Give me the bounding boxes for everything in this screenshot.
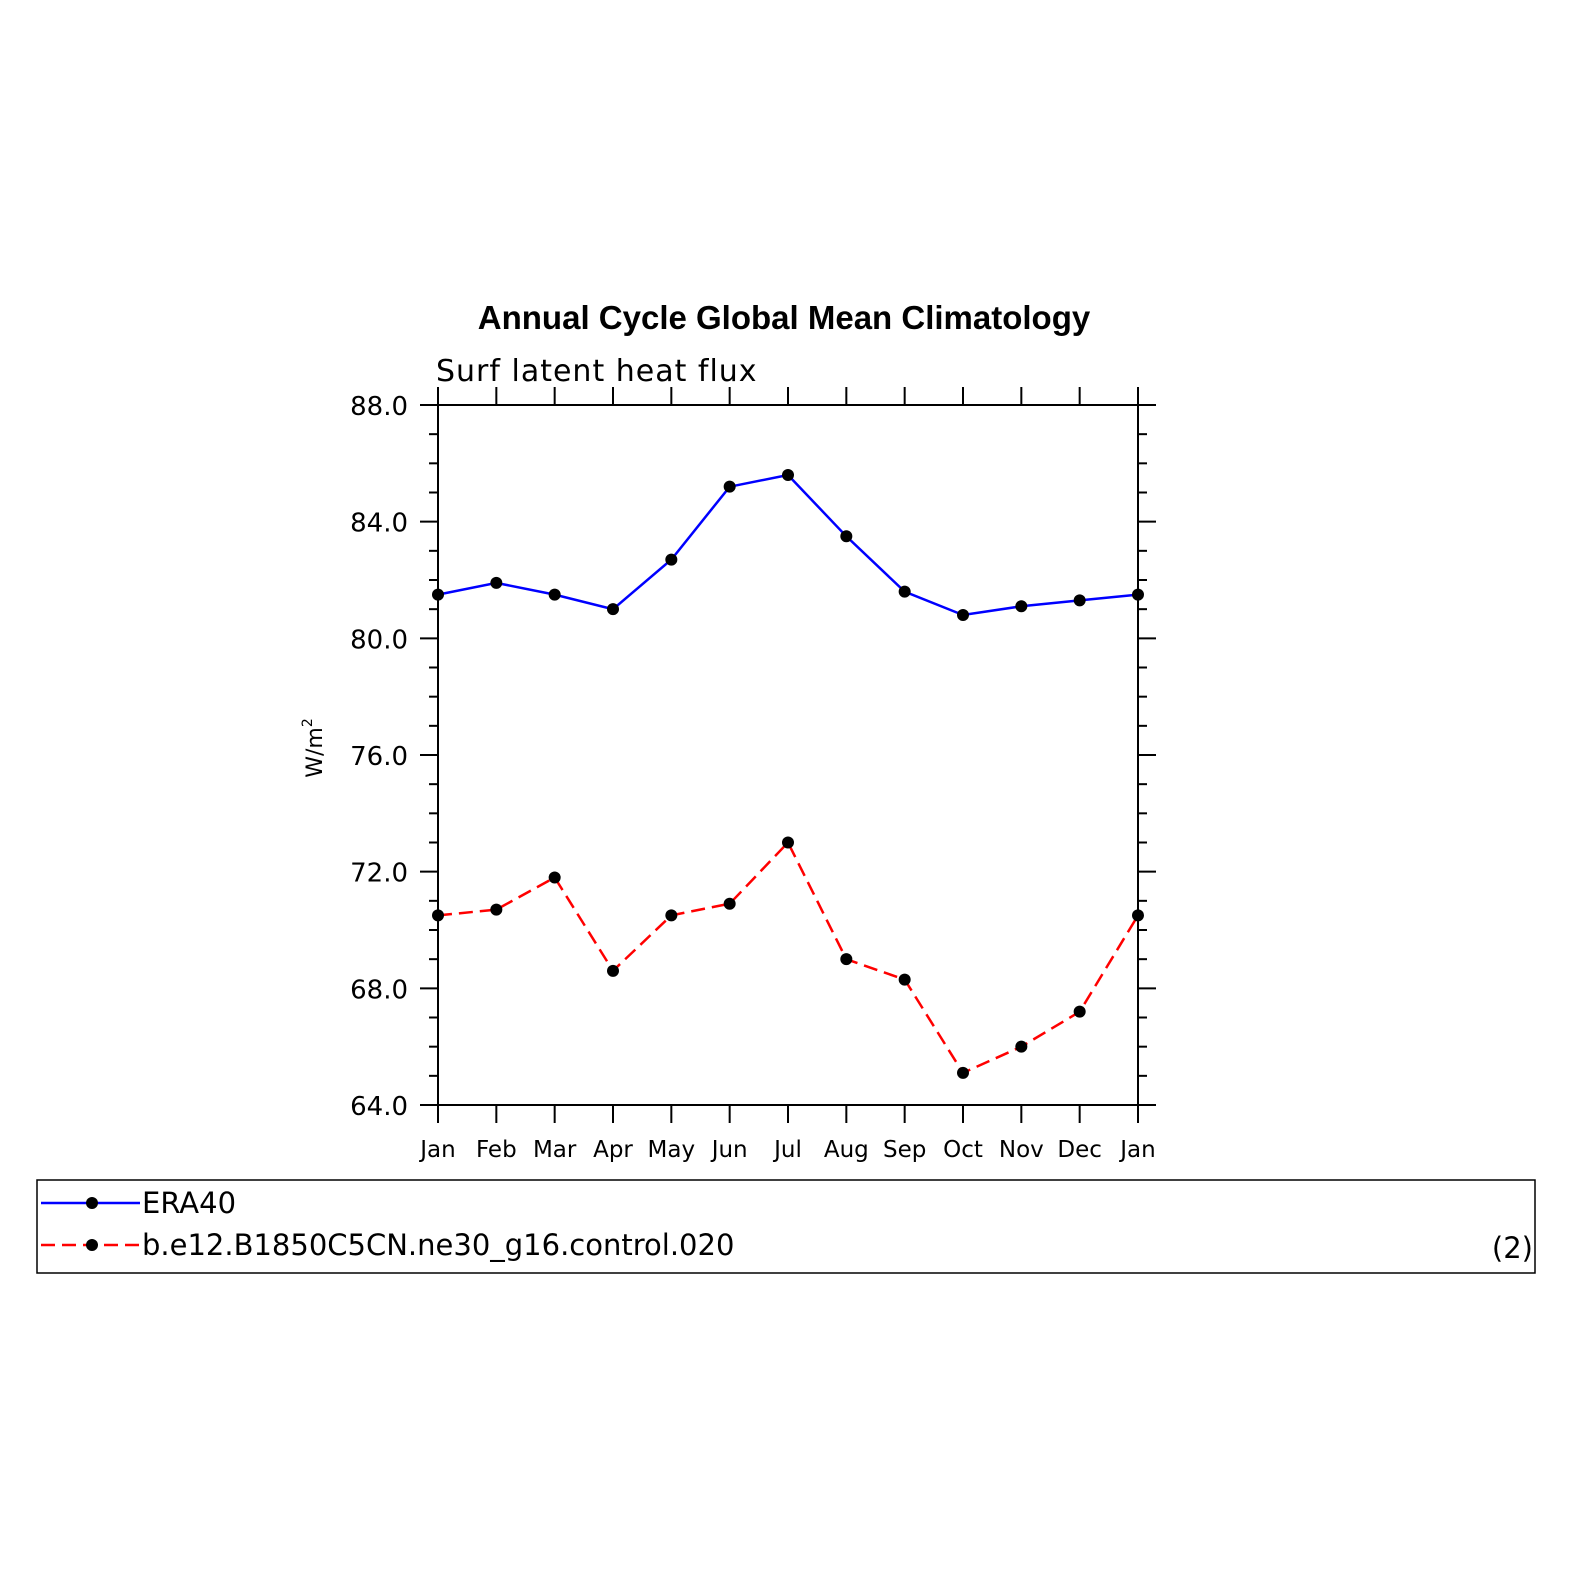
legend-entry-label: b.e12.B1850C5CN.ne30_g16.control.020 bbox=[142, 1228, 734, 1262]
series-1-point bbox=[957, 1066, 969, 1079]
series-1-point bbox=[490, 903, 503, 916]
series-0-point bbox=[490, 576, 503, 589]
series-0-point bbox=[1073, 594, 1086, 607]
legend-box bbox=[36, 1179, 1536, 1274]
y-tick-label: 80.0 bbox=[350, 625, 408, 655]
series-1-point bbox=[607, 964, 619, 977]
series-1-point bbox=[840, 953, 853, 966]
x-tick-label: Sep bbox=[883, 1137, 926, 1163]
y-tick-label: 68.0 bbox=[350, 975, 408, 1005]
series-1-point bbox=[1132, 909, 1144, 922]
x-tick-label: Jul bbox=[772, 1137, 802, 1163]
series-0-point bbox=[840, 530, 853, 543]
legend-swatch-marker bbox=[86, 1197, 98, 1209]
series-0-point bbox=[782, 469, 794, 481]
series-1-point bbox=[432, 909, 444, 922]
series-1-point bbox=[665, 909, 678, 922]
series-0-point bbox=[898, 585, 911, 598]
series-1-point bbox=[723, 897, 736, 910]
series-1-point bbox=[1015, 1040, 1028, 1053]
plot-axes: 64.0 68.0 72.0 76.0 80.0 84.0 88.0 Jan Feb Mar Apr… bbox=[350, 387, 1156, 1163]
chart-title: Annual Cycle Global Mean Climatology bbox=[478, 299, 1091, 336]
y-tick-label: 88.0 bbox=[350, 392, 408, 422]
x-tick-label: Jan bbox=[1118, 1137, 1155, 1163]
series-0-point bbox=[957, 609, 969, 621]
series-0-point bbox=[1132, 588, 1144, 601]
x-tick-label: Mar bbox=[533, 1137, 577, 1163]
x-tick-label: Feb bbox=[476, 1137, 517, 1163]
series-1-point bbox=[548, 871, 561, 884]
series-0-point bbox=[548, 588, 561, 601]
x-tick-label: Nov bbox=[999, 1137, 1044, 1163]
legend-note: (2) bbox=[1492, 1231, 1533, 1265]
x-tick-label: Jun bbox=[710, 1137, 748, 1163]
legend-swatch-marker bbox=[86, 1239, 98, 1251]
plot-frame bbox=[437, 404, 1139, 1106]
x-tick-label: May bbox=[648, 1137, 696, 1163]
series-1-point bbox=[1073, 1005, 1086, 1018]
series-1-point bbox=[782, 836, 794, 849]
series-line-1 bbox=[437, 840, 1140, 1075]
legend-entry-label: ERA40 bbox=[142, 1186, 236, 1220]
y-tick-label: 64.0 bbox=[350, 1092, 408, 1122]
series-0-point bbox=[607, 603, 619, 616]
series-1-point bbox=[898, 973, 911, 986]
series-0-point bbox=[723, 480, 736, 493]
series-0-point bbox=[432, 588, 444, 601]
x-tick-label: Aug bbox=[824, 1137, 869, 1163]
x-tick-label: Apr bbox=[593, 1137, 633, 1163]
series-line-0 bbox=[437, 473, 1139, 617]
series-0-point bbox=[1015, 600, 1028, 613]
series-layer bbox=[432, 469, 1144, 1079]
legend: ERA40 b.e12.B1850C5CN.ne30_g16.control.02… bbox=[41, 1186, 734, 1262]
y-axis-label-superscript: 2 bbox=[300, 718, 316, 727]
y-tick-label: 72.0 bbox=[350, 859, 408, 889]
chart-subtitle: Surf latent heat flux bbox=[436, 354, 758, 389]
x-tick-label: Dec bbox=[1057, 1137, 1102, 1163]
series-0-point bbox=[665, 553, 678, 566]
x-tick-label: Oct bbox=[943, 1137, 983, 1163]
y-axis-label-base: W/m bbox=[303, 727, 328, 778]
y-axis-label: W/m2 bbox=[300, 718, 328, 778]
y-tick-label: 76.0 bbox=[350, 742, 408, 772]
y-tick-label: 84.0 bbox=[350, 509, 408, 539]
x-tick-label: Jan bbox=[418, 1137, 455, 1163]
